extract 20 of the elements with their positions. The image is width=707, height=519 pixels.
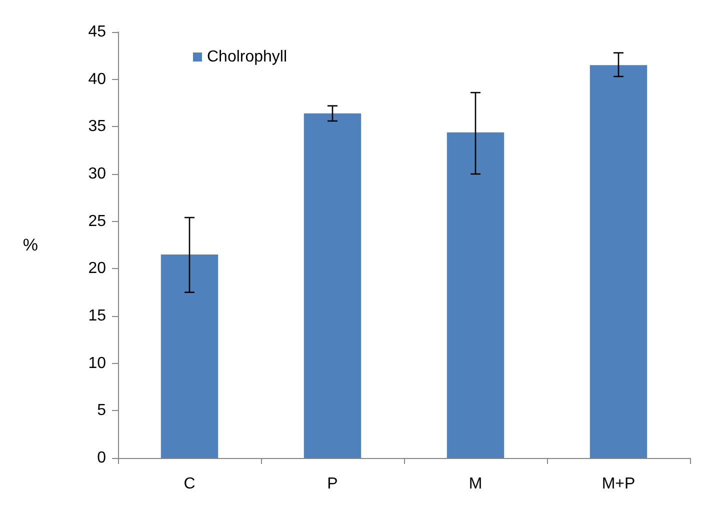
y-tick-label: 30 xyxy=(88,166,106,182)
y-tick-label: 20 xyxy=(88,260,106,278)
x-tick-label: P xyxy=(327,476,338,492)
x-tick-label: M+P xyxy=(602,476,636,492)
y-tick-label: 15 xyxy=(88,308,106,324)
bar xyxy=(160,254,218,458)
y-tick-label: 5 xyxy=(97,402,106,420)
y-tick-label: 25 xyxy=(88,212,106,230)
legend-label: Cholrophyll xyxy=(207,48,288,66)
bar xyxy=(446,132,504,458)
y-tick-label: 0 xyxy=(97,450,106,466)
x-tick-label: M xyxy=(468,476,482,492)
y-tick-label: 40 xyxy=(88,70,106,88)
bar xyxy=(304,113,362,458)
y-tick-label: 10 xyxy=(88,354,106,372)
bar xyxy=(590,65,648,458)
y-tick-label: 35 xyxy=(88,118,106,136)
y-tick-label: 45 xyxy=(88,24,106,40)
y-axis-title: % xyxy=(22,236,38,254)
x-tick-label: C xyxy=(184,476,196,492)
